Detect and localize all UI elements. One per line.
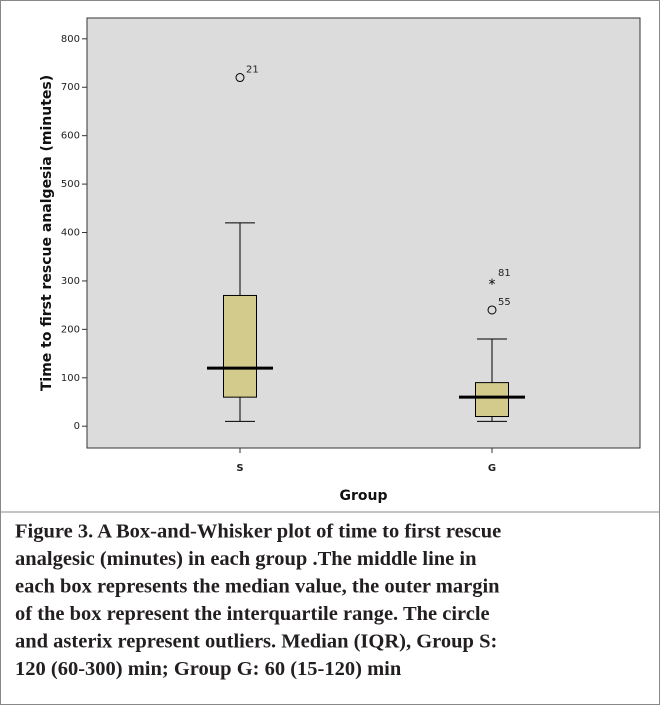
- caption-line: of the box represent the interquartile r…: [15, 603, 490, 625]
- caption-line: Figure 3. A Box-and-Whisker plot of time…: [15, 521, 501, 543]
- caption-line: analgesic (minutes) in each group .The m…: [15, 548, 477, 570]
- y-tick-label: 300: [61, 276, 80, 287]
- x-tick-label: G: [488, 463, 496, 474]
- y-tick-label: 500: [61, 179, 80, 190]
- y-tick-label: 100: [61, 373, 80, 384]
- y-tick-label: 400: [61, 228, 80, 239]
- y-tick-label: 0: [74, 421, 80, 432]
- box: [223, 294, 257, 398]
- outlier: [235, 73, 245, 83]
- outlier: *: [489, 277, 496, 293]
- outlier: [487, 305, 497, 315]
- outlier-label: 81: [498, 268, 511, 279]
- box: [475, 382, 509, 418]
- caption-line: each box represents the median value, th…: [15, 576, 500, 598]
- y-tick-label: 700: [61, 82, 80, 93]
- y-tick-label: 800: [61, 34, 80, 45]
- x-axis-label: Group: [339, 488, 387, 504]
- x-tick-label: S: [236, 463, 243, 474]
- y-tick-label: 200: [61, 324, 80, 335]
- caption-line: 120 (60-300) min; Group G: 60 (15-120) m…: [15, 658, 402, 680]
- plot-area: [86, 17, 641, 449]
- y-tick-label: 600: [61, 131, 80, 142]
- outlier-label: 55: [498, 297, 511, 308]
- y-axis-label: Time to first rescue analgesia (minutes): [39, 75, 55, 391]
- outlier-label: 21: [246, 65, 259, 76]
- caption-line: and asterix represent outliers. Median (…: [15, 631, 497, 653]
